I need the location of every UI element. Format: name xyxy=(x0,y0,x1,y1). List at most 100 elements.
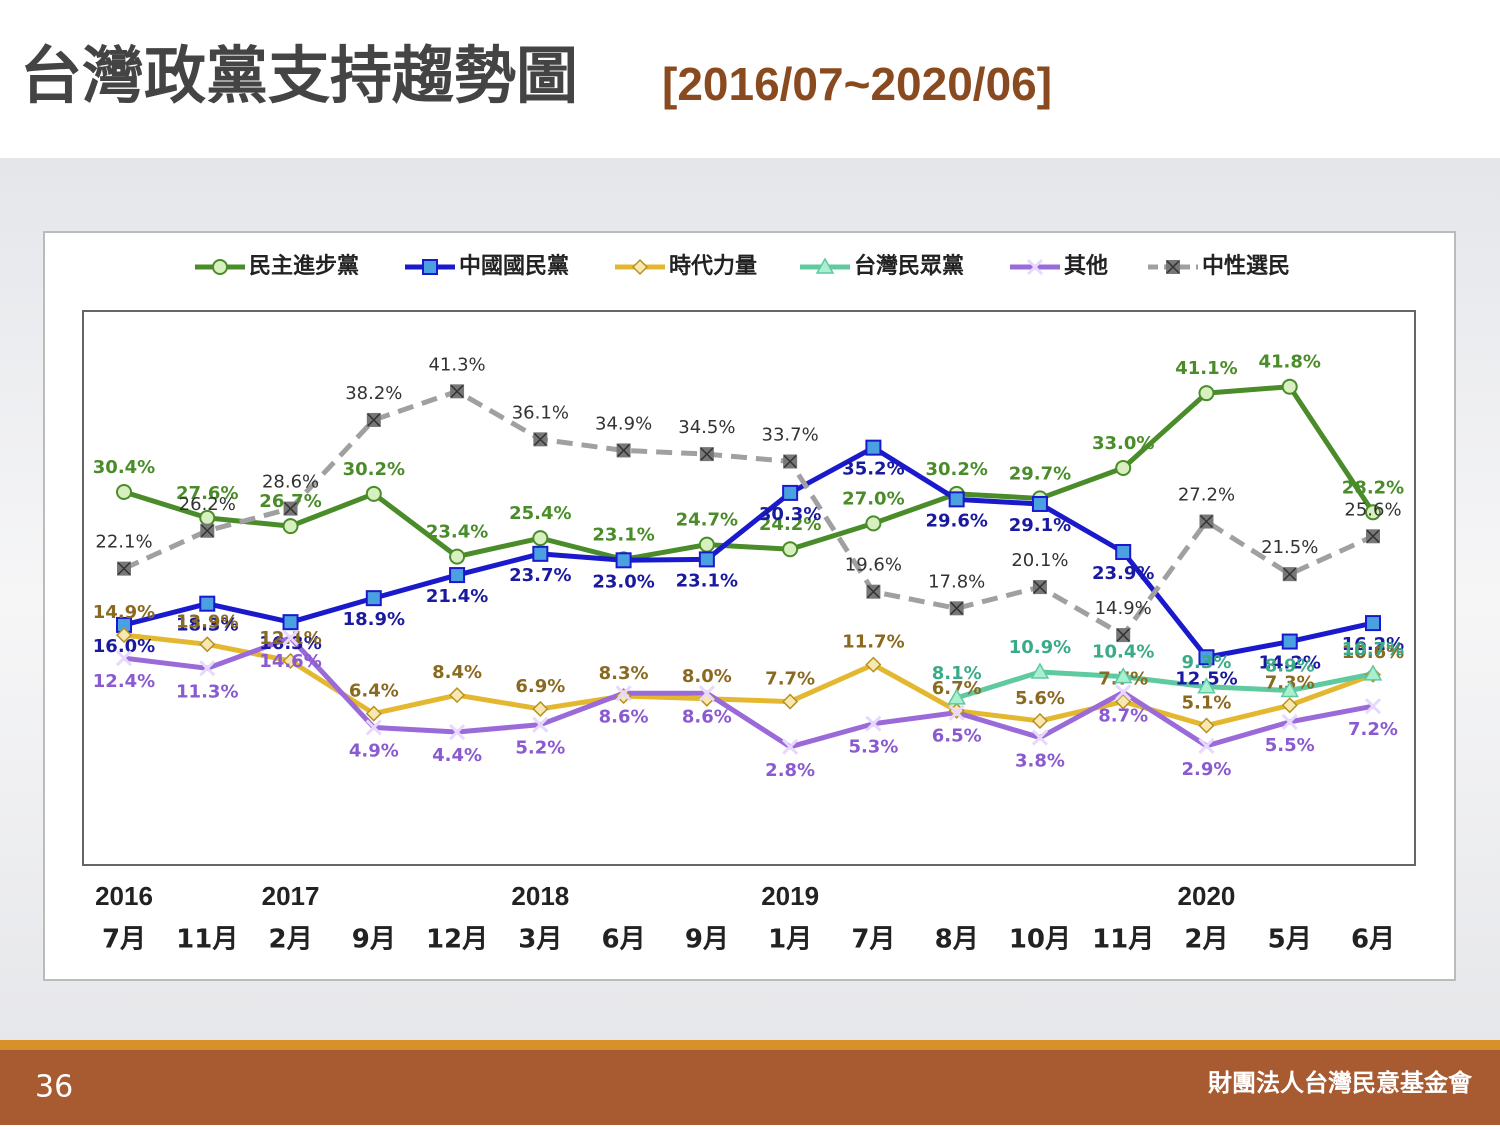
year-label: 2019 xyxy=(761,881,819,911)
marker xyxy=(1366,529,1380,544)
data-label: 8.9% xyxy=(1265,655,1315,676)
marker xyxy=(115,650,133,667)
data-label: 11.7% xyxy=(842,632,904,653)
org-name: 財團法人台灣民意基金會 xyxy=(1208,1069,1473,1097)
data-label: 5.2% xyxy=(515,738,565,759)
marker xyxy=(1365,615,1381,632)
marker xyxy=(449,723,466,741)
x-tick-label: 6月 xyxy=(1351,925,1395,955)
marker xyxy=(615,687,632,705)
marker-x xyxy=(950,601,964,615)
data-label: 29.1% xyxy=(1009,515,1071,536)
data-label: 14.6% xyxy=(259,651,321,672)
marker xyxy=(365,705,382,722)
marker xyxy=(782,738,799,755)
data-label: 33.0% xyxy=(1092,433,1154,454)
x-tick-label: 9月 xyxy=(685,925,729,955)
data-label: 20.1% xyxy=(1011,550,1068,571)
data-label: 23.0% xyxy=(592,571,654,592)
marker-x xyxy=(1199,514,1214,529)
marker xyxy=(1281,633,1298,650)
marker xyxy=(699,447,714,462)
data-label: 7.2% xyxy=(1348,719,1398,740)
marker xyxy=(698,685,715,702)
marker xyxy=(117,561,131,576)
data-label: 41.3% xyxy=(428,354,485,375)
marker xyxy=(1197,677,1216,694)
subtitle: [2016/07~2020/06] xyxy=(662,58,1052,110)
marker xyxy=(1280,680,1300,698)
marker xyxy=(282,518,299,535)
data-label: 34.5% xyxy=(678,417,735,438)
marker-x xyxy=(1166,260,1180,274)
marker xyxy=(282,652,299,670)
data-label: 5.1% xyxy=(1182,693,1232,714)
x-tick-label: 10月 xyxy=(1009,925,1071,955)
footer-stripe xyxy=(0,1040,1500,1050)
series-line xyxy=(122,388,1375,638)
marker xyxy=(450,384,465,399)
data-label: 30.2% xyxy=(343,459,405,480)
marker xyxy=(199,636,216,653)
data-label: 18.9% xyxy=(343,609,405,630)
data-label: 28.6% xyxy=(262,472,319,493)
data-label: 10.6% xyxy=(1342,642,1404,663)
legend-label: 時代力量 xyxy=(669,254,757,279)
marker xyxy=(212,259,228,275)
marker xyxy=(1115,684,1132,701)
marker xyxy=(449,548,466,565)
series-line xyxy=(123,445,1374,660)
marker xyxy=(1113,667,1133,684)
data-label: 18.3% xyxy=(176,615,238,636)
marker xyxy=(449,567,466,584)
data-label: 34.9% xyxy=(595,413,652,434)
data-label: 10.7% xyxy=(1342,639,1404,660)
data-label: 4.9% xyxy=(349,740,399,761)
data-label: 2.8% xyxy=(765,760,815,781)
marker xyxy=(782,484,799,501)
marker xyxy=(948,491,965,508)
data-label: 36.1% xyxy=(512,402,569,423)
marker xyxy=(1115,459,1132,476)
x-tick-label: 11月 xyxy=(1092,925,1154,955)
data-label: 26.2% xyxy=(179,494,236,515)
series-line xyxy=(123,384,1376,562)
marker xyxy=(1198,385,1215,402)
data-label: 25.6% xyxy=(1344,499,1401,520)
title: 台灣政黨支持趨勢圖 xyxy=(20,39,578,112)
legend-label: 其他 xyxy=(1064,254,1108,279)
data-label: 33.7% xyxy=(762,425,819,446)
marker xyxy=(449,687,466,704)
marker xyxy=(631,258,649,276)
marker xyxy=(865,656,882,673)
data-label: 8.1% xyxy=(932,663,982,684)
data-label: 28.2% xyxy=(1342,477,1404,498)
data-label: 5.5% xyxy=(1265,735,1315,756)
marker xyxy=(365,590,382,607)
x-tick-label: 5月 xyxy=(1268,925,1312,955)
marker xyxy=(1115,693,1132,710)
data-label: 35.2% xyxy=(842,459,904,480)
marker xyxy=(1281,713,1298,730)
marker xyxy=(422,259,438,275)
marker-x xyxy=(1366,529,1380,543)
marker xyxy=(1031,729,1048,746)
x-tick-label: 3月 xyxy=(518,925,562,955)
legend-label: 中性選民 xyxy=(1202,254,1290,279)
data-label: 27.0% xyxy=(842,488,904,509)
x-tick-label: 2月 xyxy=(268,925,312,955)
x-tick-label: 8月 xyxy=(935,925,979,955)
data-label: 16.0% xyxy=(93,636,155,657)
data-label: 27.6% xyxy=(176,483,238,504)
plot: 30.4%27.6%26.7%30.2%23.4%25.4%23.1%24.7%… xyxy=(93,352,1404,781)
marker-x xyxy=(617,443,631,457)
marker xyxy=(1198,649,1215,666)
marker xyxy=(115,627,133,644)
x-tick-label: 9月 xyxy=(352,925,396,955)
marker xyxy=(1116,628,1131,643)
data-label: 8.7% xyxy=(1098,705,1148,726)
data-label: 10.9% xyxy=(1009,637,1071,658)
data-label: 6.4% xyxy=(349,681,399,702)
marker xyxy=(1281,697,1298,714)
data-label: 8.4% xyxy=(432,662,482,683)
